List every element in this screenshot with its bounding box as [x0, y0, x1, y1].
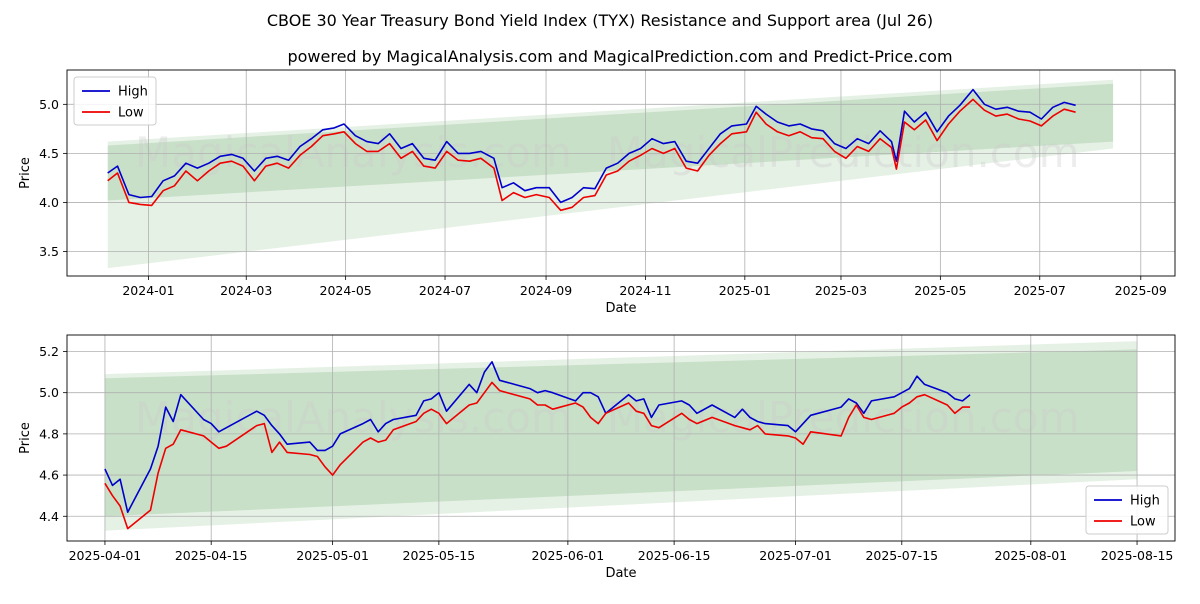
- x-tick-label: 2024-03: [220, 283, 272, 298]
- x-tick-label: 2025-07-15: [865, 548, 938, 563]
- y-tick-label: 5.0: [39, 385, 59, 400]
- y-tick-label: 4.4: [39, 509, 59, 524]
- axes-frame: [66, 334, 1176, 542]
- support-resistance-band-1: [104, 341, 1138, 531]
- x-tick-label: 2025-06-15: [638, 548, 711, 563]
- watermark: MagicalPrediction.com: [607, 393, 1080, 442]
- x-tick-label: 2025-04-01: [69, 548, 142, 563]
- watermark: MagicalAnalysis.com: [135, 128, 572, 177]
- x-tick-label: 2025-08-01: [994, 548, 1067, 563]
- axes-frame: [66, 69, 1176, 277]
- x-tick-label: 2024-07: [419, 283, 471, 298]
- legend: High Low: [73, 76, 157, 126]
- series-line-high: [107, 88, 1076, 204]
- x-tick-label: 2025-06-01: [532, 548, 605, 563]
- chart-subtitle: powered by MagicalAnalysis.com and Magic…: [287, 47, 952, 66]
- legend-label-low: Low: [118, 106, 144, 121]
- x-tick-label: 2025-04-15: [175, 548, 248, 563]
- top-chart-panel: MagicalAnalysis.com MagicalPrediction.com…: [18, 69, 1176, 316]
- y-tick-label: 4.8: [39, 426, 59, 441]
- series-line-high: [104, 361, 971, 513]
- legend: High Low: [1085, 485, 1169, 535]
- x-tick-label: 2024-01: [122, 283, 174, 298]
- x-tick-label: 2025-09: [1115, 283, 1167, 298]
- legend-box: [1085, 485, 1169, 535]
- y-tick-label: 5.0: [39, 97, 59, 112]
- x-tick-label: 2025-05-01: [296, 548, 369, 563]
- y-axis-label: Price: [18, 422, 33, 454]
- y-tick-label: 4.5: [39, 146, 59, 161]
- x-tick-label: 2025-07-01: [759, 548, 832, 563]
- x-tick-label: 2025-05: [914, 283, 966, 298]
- bottom-chart-panel: MagicalAnalysis.com MagicalPrediction.com…: [18, 334, 1176, 581]
- legend-box: [73, 76, 157, 126]
- series-line-low: [104, 381, 971, 530]
- y-tick-label: 3.5: [39, 244, 59, 259]
- x-tick-label: 2025-07: [1014, 283, 1066, 298]
- legend-label-low: Low: [1130, 515, 1156, 530]
- x-axis-label: Date: [605, 566, 636, 581]
- x-tick-label: 2025-03: [815, 283, 867, 298]
- chart-title: CBOE 30 Year Treasury Bond Yield Index (…: [267, 11, 933, 30]
- y-tick-label: 4.0: [39, 195, 59, 210]
- support-resistance-band-2: [107, 83, 1114, 201]
- x-tick-label: 2024-05: [320, 283, 372, 298]
- x-tick-label: 2025-08-15: [1101, 548, 1174, 563]
- support-resistance-band-2: [104, 349, 1138, 517]
- x-tick-label: 2025-05-15: [403, 548, 476, 563]
- x-tick-label: 2024-09: [520, 283, 572, 298]
- y-axis-label: Price: [18, 157, 33, 189]
- y-tick-label: 5.2: [39, 344, 59, 359]
- legend-label-high: High: [118, 85, 148, 100]
- series-line-low: [107, 98, 1076, 212]
- x-tick-label: 2024-11: [619, 283, 671, 298]
- y-tick-label: 4.6: [39, 468, 59, 483]
- x-tick-label: 2025-01: [719, 283, 771, 298]
- x-axis-label: Date: [605, 301, 636, 316]
- legend-label-high: High: [1130, 494, 1160, 509]
